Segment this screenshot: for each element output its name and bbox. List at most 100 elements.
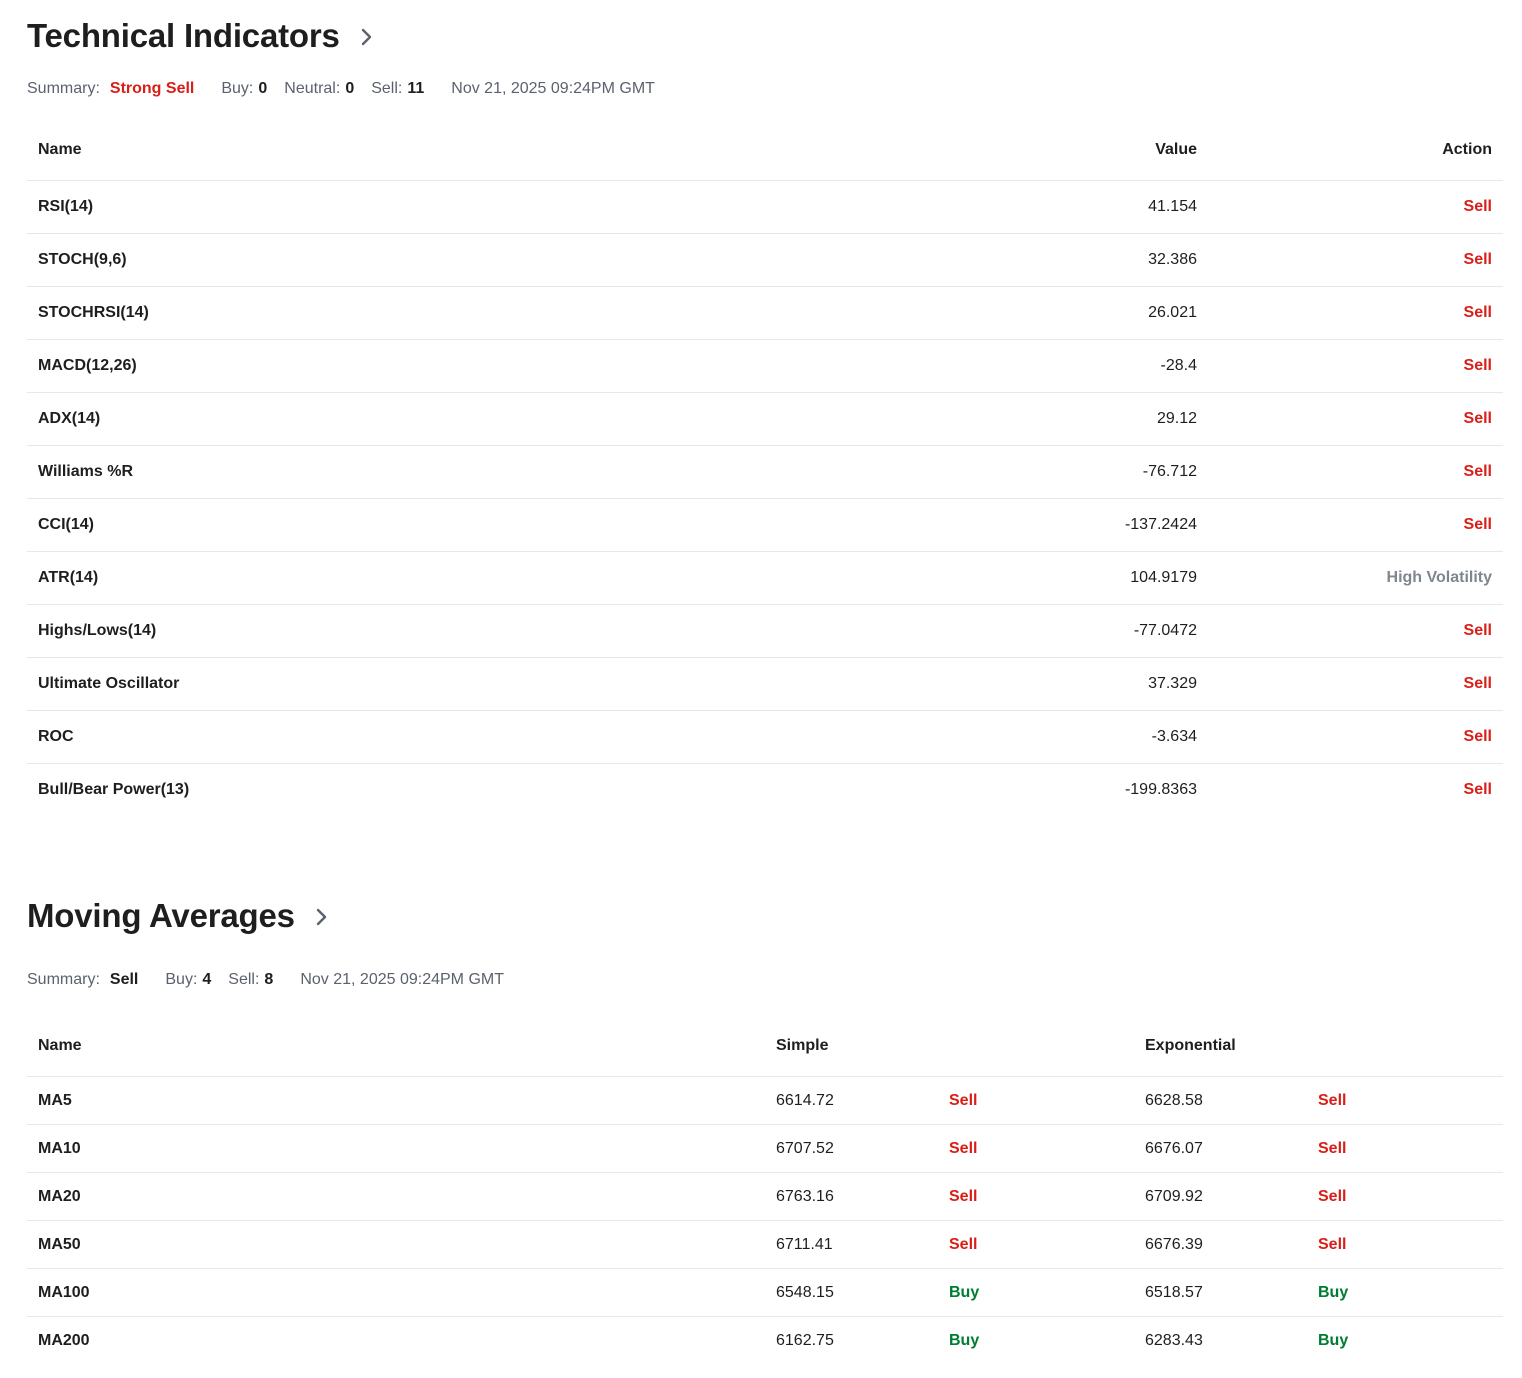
neutral-count-value: 0: [345, 80, 355, 97]
exponential-value: 6676.39: [1145, 1235, 1203, 1253]
table-row: MA10 6707.52 Sell 6676.07 Sell: [27, 1125, 1503, 1173]
indicator-value: -137.2424: [1124, 516, 1197, 533]
table-row: MA5 6614.72 Sell 6628.58 Sell: [27, 1077, 1503, 1125]
table-row: MA50 6711.41 Sell 6676.39 Sell: [27, 1221, 1503, 1269]
simple-action: Buy: [949, 1283, 980, 1301]
column-header-value: Value: [1155, 140, 1197, 158]
indicator-action: Sell: [1463, 622, 1492, 639]
moving-averages-summary: Summary: Sell Buy: 4 Sell: 8 Nov 21, 202…: [27, 968, 1503, 992]
indicator-action: Sell: [1463, 304, 1492, 321]
indicator-value: -199.8363: [1124, 781, 1197, 798]
moving-averages-header-link[interactable]: Moving Averages: [27, 894, 1503, 938]
technical-indicators-table: Name Value Action RSI(14) 41.154 Sell ST…: [27, 119, 1503, 816]
exponential-action: Buy: [1318, 1283, 1349, 1301]
indicator-action: Sell: [1463, 781, 1492, 798]
exponential-action: Sell: [1318, 1235, 1347, 1253]
column-header-simple: Simple: [776, 1037, 829, 1054]
sell-count-value: 11: [407, 80, 425, 97]
column-header-name: Name: [38, 1037, 82, 1054]
table-row: MA20 6763.16 Sell 6709.92 Sell: [27, 1173, 1503, 1221]
ma-name: MA10: [38, 1139, 81, 1157]
indicator-value: 32.386: [1148, 251, 1197, 268]
indicator-action: Sell: [1463, 357, 1492, 374]
indicator-value: -77.0472: [1133, 622, 1197, 639]
indicator-name: Highs/Lows(14): [38, 622, 157, 639]
table-row: STOCHRSI(14) 26.021 Sell: [27, 287, 1503, 340]
chevron-right-icon[interactable]: [309, 905, 333, 929]
exponential-action: Sell: [1318, 1139, 1347, 1157]
table-row: ADX(14) 29.12 Sell: [27, 393, 1503, 446]
table-row: Highs/Lows(14) -77.0472 Sell: [27, 605, 1503, 658]
sell-count-value: 8: [264, 971, 274, 988]
table-row: CCI(14) -137.2424 Sell: [27, 499, 1503, 552]
table-header: Name Simple Exponential: [27, 1016, 1503, 1077]
indicator-action: Sell: [1463, 463, 1492, 480]
buy-count-value: 4: [202, 971, 212, 988]
timestamp: Nov 21, 2025 09:24PM GMT: [300, 971, 504, 988]
simple-value: 6707.52: [776, 1139, 834, 1157]
indicator-name: Ultimate Oscillator: [38, 675, 180, 692]
indicator-name: CCI(14): [38, 516, 95, 533]
indicator-name: ROC: [38, 728, 74, 745]
table-row: ROC -3.634 Sell: [27, 711, 1503, 764]
table-row: STOCH(9,6) 32.386 Sell: [27, 234, 1503, 287]
indicator-action: Sell: [1463, 675, 1492, 692]
exponential-value: 6676.07: [1145, 1139, 1203, 1157]
indicator-value: -76.712: [1142, 463, 1197, 480]
column-header-name: Name: [38, 140, 82, 158]
moving-averages-title: Moving Averages: [27, 897, 295, 934]
indicator-value: 29.12: [1156, 410, 1197, 427]
indicator-action: Sell: [1463, 410, 1492, 427]
sell-count-label: Sell:: [371, 80, 403, 97]
exponential-value: 6518.57: [1145, 1283, 1203, 1301]
indicator-value: 41.154: [1148, 198, 1197, 215]
summary-label: Summary:: [27, 80, 100, 97]
buy-count-value: 0: [258, 80, 268, 97]
buy-count-label: Buy:: [221, 80, 254, 97]
table-row: MA100 6548.15 Buy 6518.57 Buy: [27, 1269, 1503, 1317]
sell-count-label: Sell:: [228, 971, 260, 988]
indicator-name: ADX(14): [38, 410, 101, 427]
simple-action: Sell: [949, 1139, 978, 1157]
exponential-action: Sell: [1318, 1187, 1347, 1205]
exponential-value: 6283.43: [1145, 1331, 1203, 1349]
table-row: ATR(14) 104.9179 High Volatility: [27, 552, 1503, 605]
technical-indicators-header-link[interactable]: Technical Indicators: [27, 14, 1503, 58]
simple-value: 6614.72: [776, 1091, 834, 1109]
simple-action: Sell: [949, 1187, 978, 1205]
table-row: Bull/Bear Power(13) -199.8363 Sell: [27, 764, 1503, 816]
technical-indicators-section: Technical Indicators Summary: Strong Sel…: [27, 14, 1503, 816]
ma-name: MA5: [38, 1091, 72, 1109]
indicator-name: MACD(12,26): [38, 357, 137, 374]
indicator-action: Sell: [1463, 251, 1492, 268]
indicator-action: Sell: [1463, 728, 1492, 745]
indicator-value: 104.9179: [1130, 569, 1197, 586]
simple-action: Buy: [949, 1331, 980, 1349]
timestamp: Nov 21, 2025 09:24PM GMT: [451, 80, 655, 97]
neutral-count-label: Neutral:: [284, 80, 341, 97]
exponential-value: 6628.58: [1145, 1091, 1203, 1109]
simple-value: 6763.16: [776, 1187, 834, 1205]
table-row: MACD(12,26) -28.4 Sell: [27, 340, 1503, 393]
indicator-value: -28.4: [1160, 357, 1197, 374]
technical-indicators-summary: Summary: Strong Sell Buy: 0 Neutral: 0 S…: [27, 77, 1503, 101]
indicator-value: 26.021: [1148, 304, 1197, 321]
table-header: Name Value Action: [27, 119, 1503, 181]
indicator-name: Williams %R: [38, 463, 133, 480]
moving-averages-section: Moving Averages Summary: Sell Buy: 4 Sel…: [27, 894, 1503, 1364]
simple-value: 6548.15: [776, 1283, 834, 1301]
moving-averages-table: Name Simple Exponential MA5 6614.72 Sell…: [27, 1016, 1503, 1364]
indicator-action: Sell: [1463, 516, 1492, 533]
indicator-value: -3.634: [1151, 728, 1197, 745]
ma-name: MA100: [38, 1283, 90, 1301]
indicator-action: Sell: [1463, 198, 1492, 215]
exponential-value: 6709.92: [1145, 1187, 1203, 1205]
chevron-right-icon[interactable]: [354, 25, 378, 49]
simple-value: 6162.75: [776, 1331, 834, 1349]
indicator-name: STOCHRSI(14): [38, 304, 149, 321]
exponential-action: Buy: [1318, 1331, 1349, 1349]
technical-indicators-title: Technical Indicators: [27, 17, 340, 54]
column-header-exponential: Exponential: [1145, 1037, 1236, 1054]
indicator-name: ATR(14): [38, 569, 99, 586]
indicator-name: Bull/Bear Power(13): [38, 781, 190, 798]
